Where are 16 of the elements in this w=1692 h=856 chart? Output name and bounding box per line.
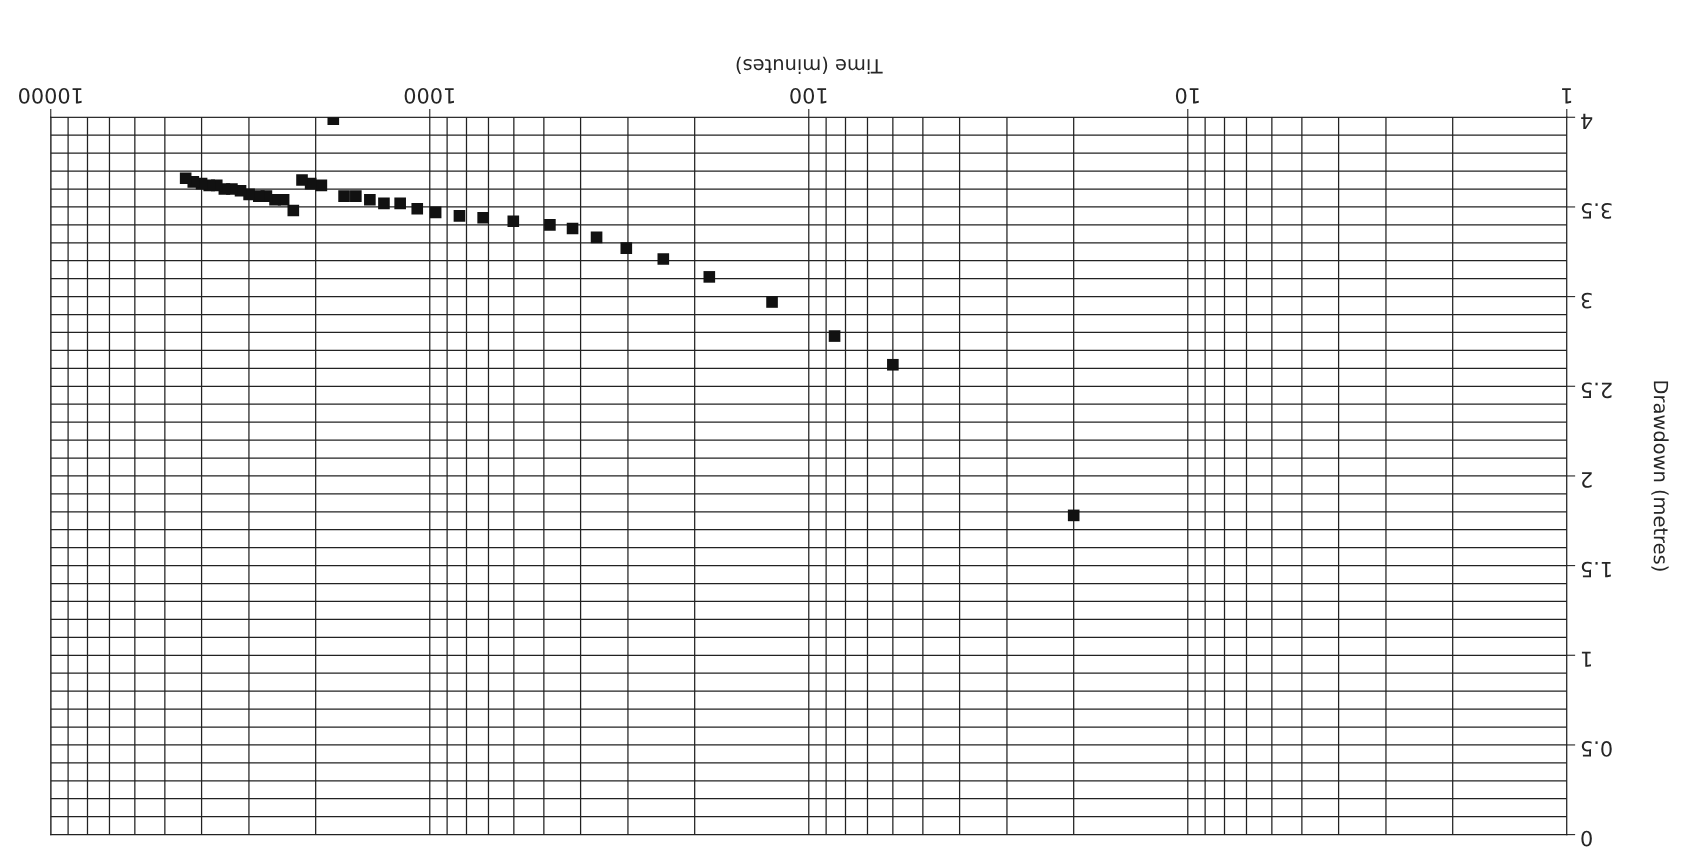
y-tick-label: 2.5 [1581, 382, 1612, 399]
y-tick-label: 4 [1581, 113, 1593, 129]
x-axis-title: Time (minutes) [736, 56, 883, 75]
y-tick-label: 0.5 [1581, 741, 1612, 757]
x-tick-label: 1 [1562, 88, 1572, 104]
y-tick-label: 2 [1582, 472, 1592, 488]
y-axis-title: Drawdown (metres) [1651, 381, 1669, 571]
y-tick-label: 0 [1581, 830, 1592, 847]
y-tick-label: 1.5 [1581, 561, 1611, 578]
x-tick-label: 1000 [404, 87, 454, 104]
x-tick-label: 10000 [19, 87, 82, 104]
y-tick-label: 3 [1581, 292, 1592, 309]
y-tick-label: 1 [1581, 651, 1591, 667]
x-tick-label: 10 [1175, 87, 1199, 104]
x-tick-label: 100 [790, 87, 827, 104]
y-tick-label: 3.5 [1581, 203, 1612, 219]
